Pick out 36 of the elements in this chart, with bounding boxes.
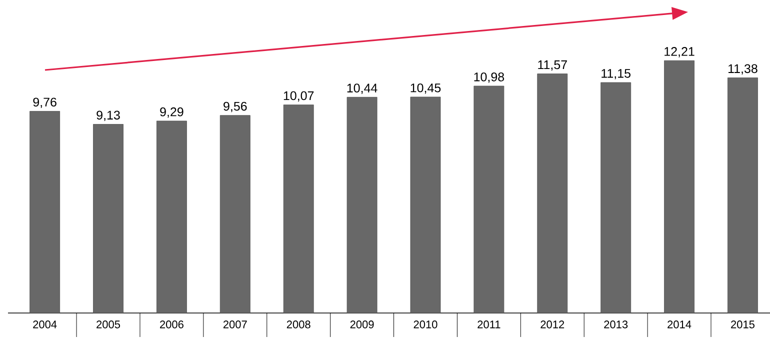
data-label: 9,29 — [160, 107, 184, 118]
bar — [410, 96, 441, 314]
data-label: 12,21 — [664, 47, 694, 58]
bar — [600, 82, 632, 314]
data-label: 11,15 — [602, 69, 630, 80]
bar — [537, 74, 568, 314]
data-label: 11,57 — [538, 60, 567, 71]
bar — [93, 124, 124, 314]
x-tick-label: 2011 — [478, 320, 500, 328]
x-tick-label: 2006 — [160, 320, 184, 328]
x-tick-label: 2014 — [668, 320, 692, 328]
data-label: 9,13 — [96, 110, 120, 122]
bar — [156, 120, 187, 314]
x-tick-label: 2007 — [223, 320, 247, 328]
x-tick-label: 2009 — [350, 320, 374, 328]
data-label: 10,98 — [474, 72, 504, 83]
x-tick-label: 2013 — [604, 320, 628, 328]
x-tick-label: 2008 — [286, 320, 310, 328]
data-label: 11,38 — [728, 64, 758, 75]
bar — [728, 78, 758, 314]
bar — [474, 86, 504, 314]
data-label: 9,56 — [224, 102, 247, 112]
x-tick-label: 2012 — [540, 320, 564, 328]
data-label: 10,07 — [284, 91, 314, 102]
bar — [346, 96, 378, 314]
bar — [664, 60, 694, 314]
bar — [283, 104, 314, 314]
x-tick-label: 2004 — [33, 320, 57, 328]
data-label: 10,45 — [410, 83, 441, 94]
bar — [220, 115, 250, 314]
x-tick-label: 2015 — [731, 320, 754, 328]
bar — [30, 111, 60, 314]
x-tick-label: 2005 — [96, 320, 120, 328]
x-tick-label: 2010 — [414, 320, 438, 328]
data-label: 9,76 — [33, 98, 56, 108]
data-label: 10,44 — [347, 84, 378, 94]
